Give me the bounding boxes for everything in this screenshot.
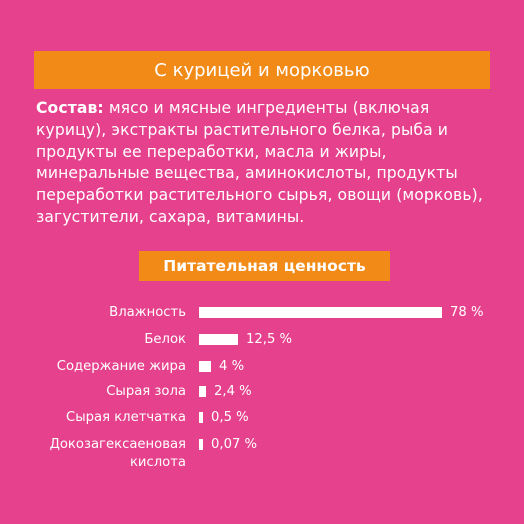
nutrition-value: 78 %	[450, 305, 484, 320]
nutrition-value: 0,07 %	[211, 437, 258, 452]
composition-text: Состав: мясо и мясные ингредиенты (включ…	[36, 98, 498, 229]
nutrition-row-name: Сырая клетчатка	[66, 410, 186, 425]
nutrition-bar	[199, 412, 203, 423]
nutrition-value: 2,4 %	[214, 384, 252, 399]
nutrition-title: Питательная ценность	[163, 257, 366, 275]
nutrition-value: 4 %	[219, 359, 245, 374]
nutrition-row-name: Содержание жира	[56, 359, 186, 374]
nutrition-row: Белок 12,5 %	[0, 331, 524, 353]
composition-label: Состав:	[36, 99, 104, 117]
nutrition-row-name: Докозагексаеновая кислота	[49, 437, 186, 470]
nutrition-title-banner: Питательная ценность	[139, 251, 390, 281]
nutrition-row: Докозагексаеновая кислота 0,07 %	[0, 436, 524, 476]
nutrition-value: 12,5 %	[246, 332, 293, 347]
product-title-banner: С курицей и морковью	[34, 51, 490, 89]
nutrition-row: Сырая зола 2,4 %	[0, 383, 524, 405]
composition-body: мясо и мясные ингредиенты (включая куриц…	[36, 99, 483, 226]
nutrition-row-name: Белок	[144, 332, 186, 347]
product-title: С курицей и морковью	[154, 59, 370, 81]
nutrition-row: Содержание жира 4 %	[0, 358, 524, 380]
nutrition-bar	[199, 334, 238, 345]
nutrition-bar	[199, 439, 203, 450]
nutrition-bar	[199, 386, 206, 397]
nutrition-bar	[199, 361, 211, 372]
nutrition-row: Сырая клетчатка 0,5 %	[0, 409, 524, 431]
nutrition-row: Влажность 78 %	[0, 304, 524, 326]
nutrition-row-name: Сырая зола	[106, 384, 186, 399]
nutrition-value: 0,5 %	[211, 410, 249, 425]
nutrition-row-name: Влажность	[109, 305, 186, 320]
nutrition-bar	[199, 307, 442, 318]
